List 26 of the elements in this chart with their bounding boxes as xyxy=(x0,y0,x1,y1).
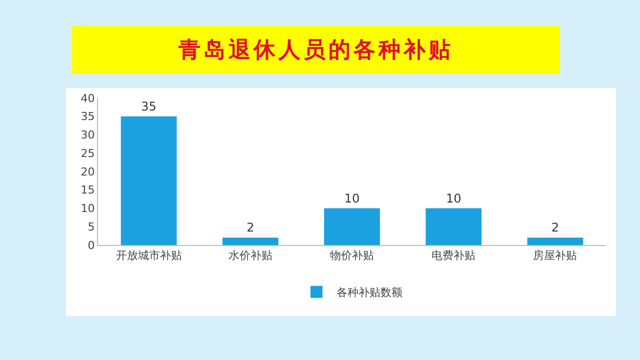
y-tick-label: 20 xyxy=(80,165,95,178)
y-tick-label: 40 xyxy=(80,92,95,105)
data-label: 35 xyxy=(141,99,156,114)
x-tick-label: 电费补贴 xyxy=(432,249,476,262)
y-tick-label: 10 xyxy=(80,202,95,216)
bar xyxy=(120,116,177,245)
chart-title: 青岛退休人员的各种补贴 xyxy=(72,26,560,74)
x-tick-label: 开放城市补贴 xyxy=(116,249,182,262)
x-tick-label: 房屋补贴 xyxy=(533,249,578,262)
data-label: 2 xyxy=(246,220,254,235)
y-tick-label: 5 xyxy=(88,220,95,234)
x-tick-label: 水价补贴 xyxy=(228,249,272,262)
y-tick-label: 35 xyxy=(80,110,95,124)
x-tick-label: 物价补贴 xyxy=(330,249,374,262)
data-label: 2 xyxy=(551,220,560,235)
y-tick-label: 0 xyxy=(88,238,95,252)
bar xyxy=(426,208,482,245)
data-label: 10 xyxy=(446,191,462,206)
y-tick-label: 25 xyxy=(80,146,95,160)
data-label: 10 xyxy=(344,191,360,206)
y-tick-label: 15 xyxy=(80,184,95,197)
bar xyxy=(324,208,380,245)
bar xyxy=(222,238,278,245)
bar xyxy=(527,238,584,245)
legend-label: 各种补贴数额 xyxy=(336,286,402,300)
y-tick-label: 30 xyxy=(80,128,95,142)
